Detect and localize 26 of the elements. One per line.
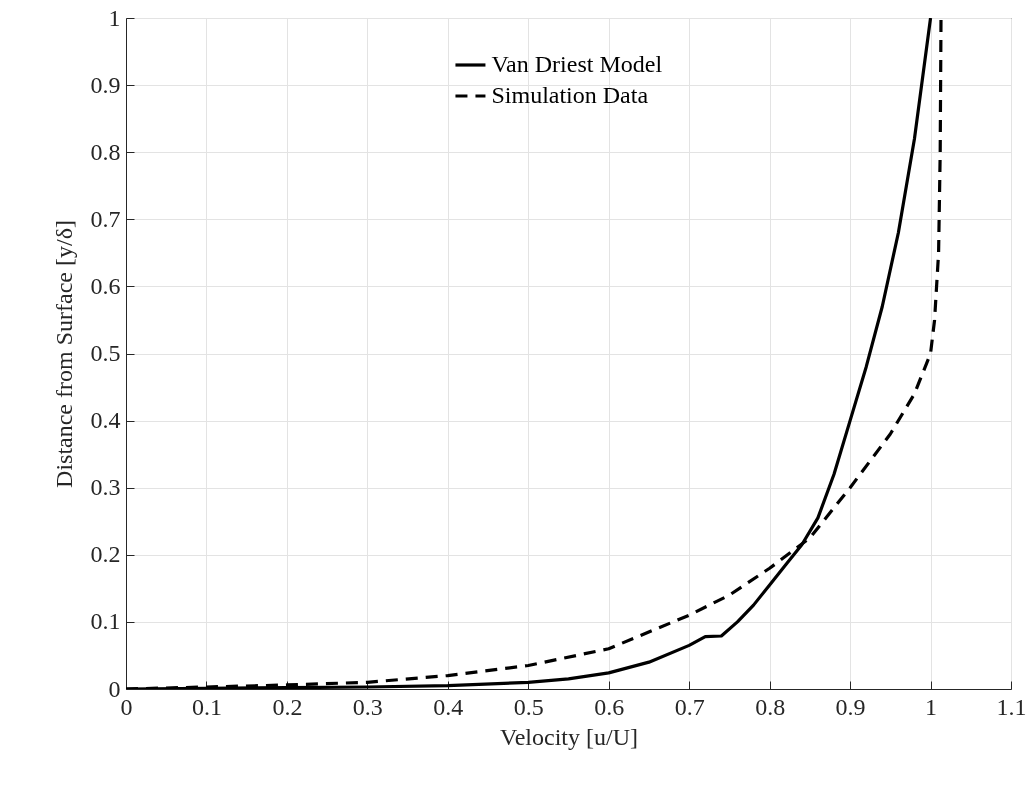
y-tick-label: 0.4 (90, 407, 121, 434)
x-tick-label: 0.4 (433, 693, 464, 720)
x-tick-label: 0.2 (272, 693, 303, 720)
y-tick-label: 1 (108, 4, 121, 31)
y-tick-label: 0.9 (90, 71, 121, 98)
x-tick-label: 0.9 (835, 693, 866, 720)
x-tick-label: 0.6 (594, 693, 625, 720)
x-tick-label: 0.5 (513, 693, 544, 720)
x-tick-label: 1 (925, 693, 938, 720)
legend-label: Van Driest Model (491, 51, 663, 77)
y-tick-label: 0.8 (90, 138, 121, 165)
x-tick-label: 0.7 (674, 693, 705, 720)
x-tick-label: 0.3 (352, 693, 383, 720)
y-tick-label: 0.7 (90, 205, 121, 232)
y-tick-label: 0.6 (90, 272, 121, 299)
x-axis-title: Velocity [u/U] (500, 723, 638, 750)
x-tick-label: 1.1 (996, 693, 1027, 720)
x-tick-label: 0.8 (755, 693, 786, 720)
y-tick-label: 0.1 (90, 608, 121, 635)
x-tick-label: 0.1 (191, 693, 222, 720)
y-axis-title: Distance from Surface [y/δ] (50, 220, 77, 488)
y-tick-label: 0.3 (90, 474, 121, 501)
y-tick-label: 0 (108, 675, 121, 702)
y-tick-label: 0.5 (90, 340, 121, 366)
y-tick-label: 0.2 (90, 541, 121, 568)
legend-label: Simulation Data (491, 82, 649, 108)
